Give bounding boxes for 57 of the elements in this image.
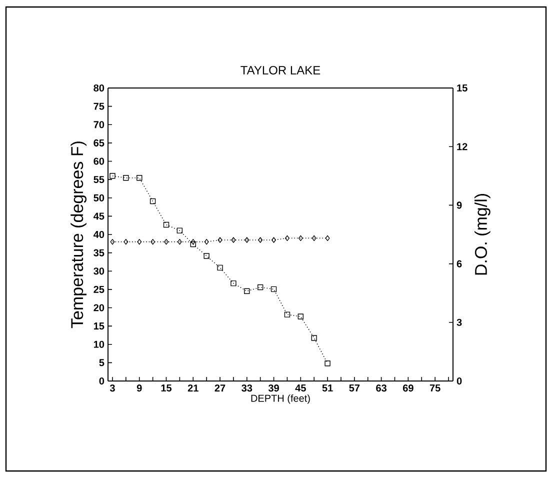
point [176, 228, 183, 234]
point [298, 314, 304, 320]
x-axis-title: DEPTH (feet) [251, 394, 310, 404]
x-tick-label: 45 [295, 384, 306, 392]
x-tick-label: 27 [214, 384, 226, 392]
y2-tick-label: 6 [456, 260, 462, 268]
x-tick-label: 21 [188, 384, 198, 392]
point [244, 288, 250, 294]
y-axis-title: Temperature (degrees F) [70, 142, 86, 328]
point [136, 174, 142, 181]
point [110, 173, 116, 179]
point [217, 264, 223, 271]
x-tick-label: 3 [110, 384, 115, 392]
y-tick-label: 80 [94, 84, 104, 92]
y-tick-label: 25 [94, 286, 104, 293]
y2-tick-label: 9 [456, 202, 462, 209]
point [324, 360, 330, 366]
y-tick-label: 75 [94, 102, 104, 110]
point [163, 222, 170, 228]
x-tick-label: 39 [268, 384, 279, 392]
y-tick-label: 0 [99, 377, 104, 385]
x-tick-label: 57 [349, 384, 360, 392]
x-tick-label: 51 [322, 384, 333, 392]
y2-tick-label: 15 [457, 84, 468, 92]
point [284, 312, 290, 318]
y-tick-label: 45 [94, 212, 104, 220]
y2-tick-label: 0 [456, 377, 462, 385]
y-tick-label: 70 [94, 121, 104, 128]
point [190, 241, 196, 248]
y-tick-label: 15 [94, 322, 104, 330]
y2-axis-title: D.O. (mg/l) [474, 194, 490, 275]
y-tick-label: 20 [94, 304, 104, 312]
point [204, 253, 210, 259]
point [311, 335, 317, 341]
x-tick-label: 75 [430, 384, 440, 392]
y-tick-label: 55 [94, 176, 104, 184]
y-tick-label: 65 [94, 139, 104, 146]
y2-tick-label: 3 [456, 318, 462, 326]
point [150, 198, 156, 204]
y2-tick-label: 12 [457, 143, 468, 150]
point [123, 174, 129, 181]
y-tick-label: 35 [94, 249, 104, 256]
chart-title: TAYLOR LAKE [240, 66, 320, 74]
x-tick-label: 9 [136, 384, 142, 392]
y-tick-label: 10 [94, 340, 104, 348]
y-tick-label: 50 [94, 194, 104, 202]
y-tick-label: 60 [94, 158, 104, 165]
point [230, 280, 236, 286]
x-tick-label: 63 [376, 384, 387, 392]
point [257, 284, 264, 290]
y-tick-label: 5 [99, 359, 104, 366]
point [270, 286, 277, 292]
x-tick-label: 33 [242, 384, 252, 392]
y-tick-label: 30 [94, 268, 104, 275]
y-tick-label: 40 [94, 230, 104, 238]
x-tick-label: 69 [402, 384, 414, 392]
x-tick-label: 15 [161, 384, 172, 392]
